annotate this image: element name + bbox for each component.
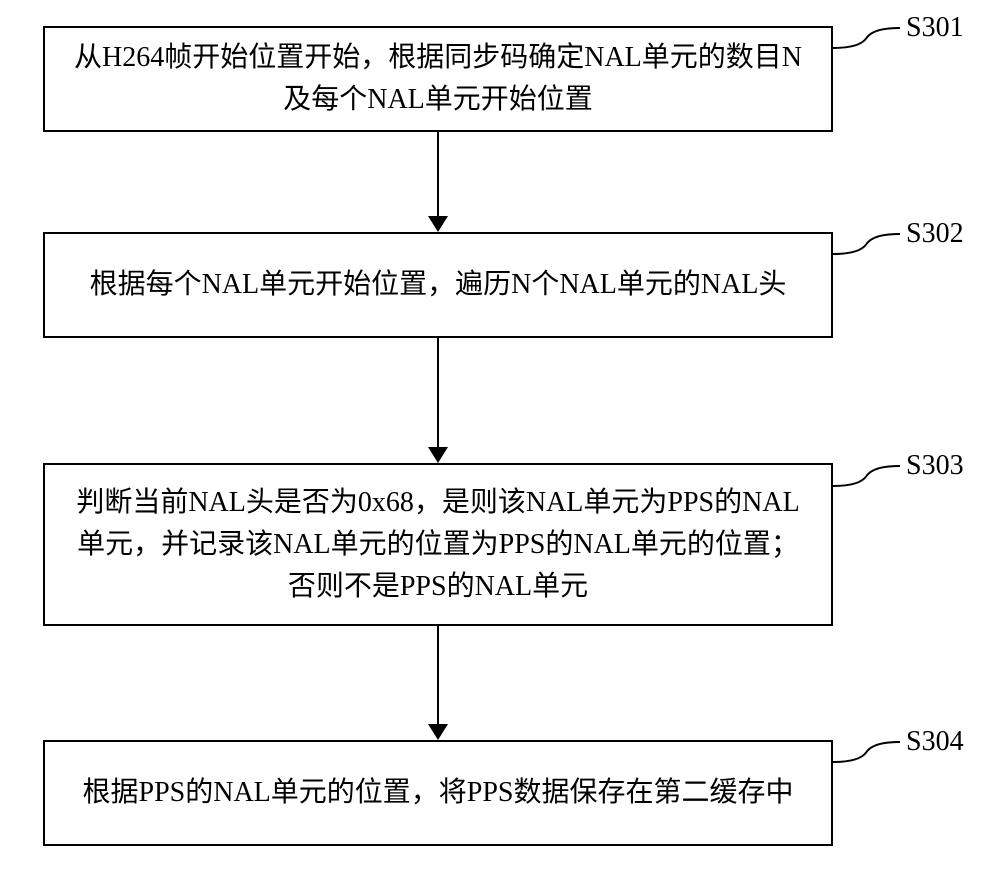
step-box-s304: 根据PPS的NAL单元的位置，将PPS数据保存在第二缓存中: [43, 740, 833, 846]
step-box-s301: 从H264帧开始位置开始，根据同步码确定NAL单元的数目N及每个NAL单元开始位…: [43, 26, 833, 132]
step-text: 根据每个NAL单元开始位置，遍历N个NAL单元的NAL头: [90, 264, 787, 306]
step-label-s302: S302: [906, 218, 964, 250]
step-label-s304: S304: [906, 726, 964, 758]
step-box-s302: 根据每个NAL单元开始位置，遍历N个NAL单元的NAL头: [43, 232, 833, 338]
step-box-s303: 判断当前NAL头是否为0x68，是则该NAL单元为PPS的NAL单元，并记录该N…: [43, 463, 833, 626]
step-label-s301: S301: [906, 12, 964, 44]
step-text: 从H264帧开始位置开始，根据同步码确定NAL单元的数目N及每个NAL单元开始位…: [69, 37, 807, 121]
step-text: 根据PPS的NAL单元的位置，将PPS数据保存在第二缓存中: [83, 772, 794, 814]
step-text: 判断当前NAL头是否为0x68，是则该NAL单元为PPS的NAL单元，并记录该N…: [69, 482, 807, 608]
flowchart-canvas: 从H264帧开始位置开始，根据同步码确定NAL单元的数目N及每个NAL单元开始位…: [0, 0, 1000, 876]
step-label-s303: S303: [906, 450, 964, 482]
